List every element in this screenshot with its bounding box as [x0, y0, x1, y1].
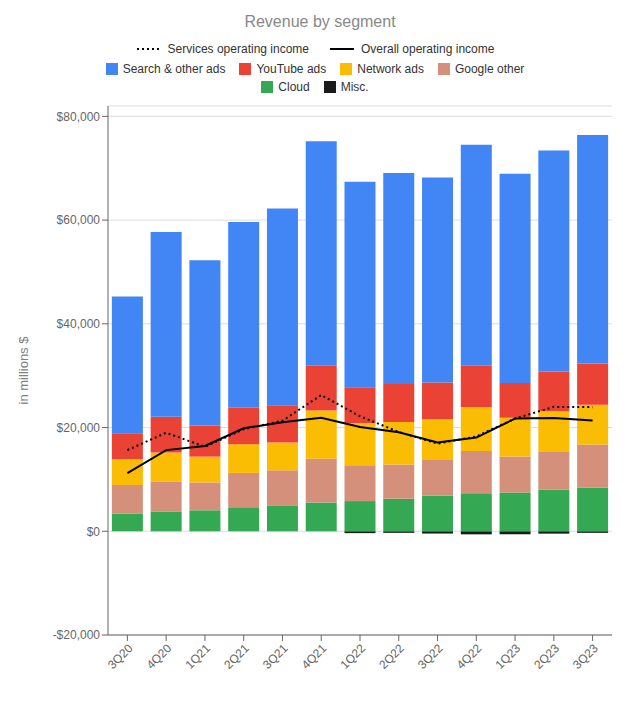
svg-text:3Q22: 3Q22 [415, 641, 446, 672]
html-text:Revenue by segment: Revenue by segment [244, 13, 396, 30]
html-text:Services operating income: Services operating income [167, 42, 309, 56]
svg-text:2Q23: 2Q23 [531, 641, 562, 672]
svg-text:$0: $0 [87, 525, 101, 539]
svg-text:3Q20: 3Q20 [105, 641, 136, 672]
svg-text:2Q22: 2Q22 [376, 641, 407, 672]
svg-text:$40,000: $40,000 [57, 317, 101, 331]
svg-text:1Q21: 1Q21 [182, 641, 213, 672]
html-text:Overall operating income: Overall operating income [361, 42, 495, 56]
svg-text:$80,000: $80,000 [57, 110, 101, 124]
svg-text:$60,000: $60,000 [57, 213, 101, 227]
svg-text:-$20,000: -$20,000 [53, 628, 101, 642]
svg-text:in millions $: in millions $ [16, 336, 31, 405]
html-text:Search & other ads: Search & other ads [122, 62, 226, 76]
html-text:Misc.: Misc. [340, 80, 369, 94]
svg-text:1Q22: 1Q22 [337, 641, 368, 672]
html-text:YouTube ads: YouTube ads [256, 62, 327, 76]
html-text:Network ads: Network ads [357, 62, 424, 76]
svg-text:4Q20: 4Q20 [144, 641, 175, 672]
html-text:Cloud: Cloud [278, 80, 310, 94]
svg-text:3Q23: 3Q23 [570, 641, 601, 672]
svg-text:$20,000: $20,000 [57, 421, 101, 435]
svg-text:2Q21: 2Q21 [221, 641, 252, 672]
svg-text:1Q23: 1Q23 [493, 641, 524, 672]
svg-text:3Q21: 3Q21 [260, 641, 291, 672]
svg-text:4Q21: 4Q21 [299, 641, 330, 672]
svg-text:4Q22: 4Q22 [454, 641, 485, 672]
html-text:Google other: Google other [454, 62, 525, 76]
